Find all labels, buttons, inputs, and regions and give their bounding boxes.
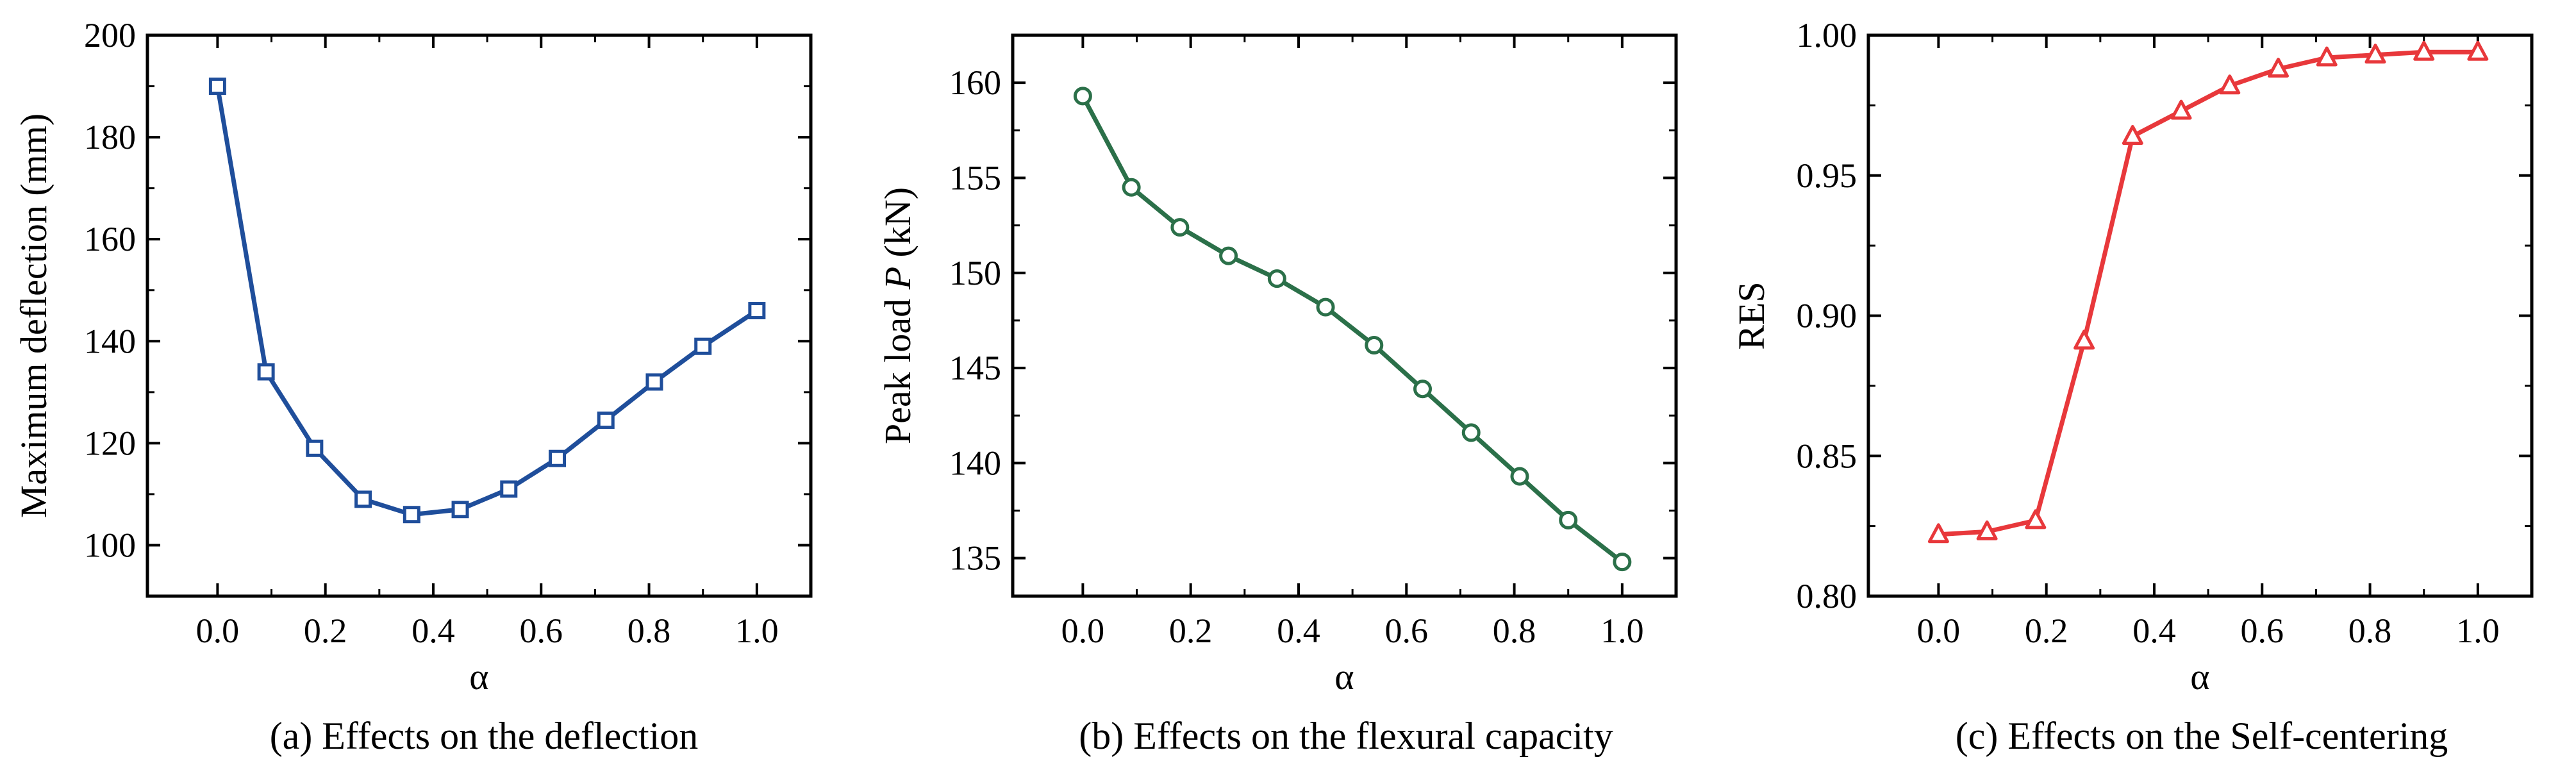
y-tick-label: 135: [949, 539, 1001, 578]
data-point: [403, 506, 420, 524]
data-point: [748, 302, 766, 320]
plot-frame: [145, 33, 813, 598]
panel-caption: (b) Effects on the flexural capacity: [1079, 715, 1613, 757]
x-tick-label: 0.6: [1385, 612, 1429, 650]
data-point: [1170, 218, 1190, 237]
data-point: [1976, 520, 1998, 540]
y-tick-label: 150: [949, 254, 1001, 292]
y-tick-label: 120: [84, 424, 136, 462]
data-point: [1219, 246, 1238, 265]
x-tick-label: 0.4: [1277, 612, 1320, 650]
x-tick-label: 0.2: [2025, 612, 2068, 650]
y-tick-label: 200: [84, 16, 136, 54]
series-line: [1081, 95, 1624, 564]
data-point: [2073, 329, 2095, 350]
data-point: [1122, 178, 1141, 197]
series-line: [215, 85, 758, 517]
data-point: [2316, 46, 2338, 67]
data-point: [451, 501, 469, 519]
data-point: [2413, 40, 2435, 61]
y-tick-label: 155: [949, 158, 1001, 197]
data-point: [2268, 58, 2289, 78]
x-tick-label: 0.2: [1169, 612, 1213, 650]
data-point: [694, 337, 712, 355]
data-point: [1267, 269, 1286, 288]
data-point: [1927, 523, 1949, 544]
y-tick-label: 160: [949, 63, 1001, 102]
x-tick-label: 0.4: [411, 612, 455, 650]
y-tick-label: 1.00: [1797, 16, 1857, 54]
panel-caption: (c) Effects on the Self-centering: [1956, 715, 2448, 757]
y-tick-label: 140: [84, 322, 136, 360]
data-point: [2219, 74, 2241, 95]
x-tick-label: 0.6: [2241, 612, 2284, 650]
data-point: [1613, 553, 1632, 572]
data-point: [1365, 335, 1384, 354]
panel-b-flexural-capacity: 0.0 0.2 0.4 0.6 0.8 1.0 135 140 145 150 155 160 α Pea…: [877, 33, 1678, 757]
y-axis-title: Maximum deflection (mm): [13, 113, 54, 518]
y-tick-label: 140: [949, 444, 1001, 482]
data-point: [645, 373, 663, 391]
x-tick-label: 0.4: [2132, 612, 2176, 650]
data-point: [2467, 40, 2489, 61]
y-tick-label: 160: [84, 220, 136, 258]
data-point: [549, 449, 567, 467]
plot-frame: [1866, 33, 2534, 598]
data-point: [2170, 99, 2192, 120]
panel-caption: (a) Effects on the deflection: [270, 715, 699, 757]
data-point: [1413, 379, 1433, 399]
data-point: [257, 363, 275, 381]
y-axis-title: RES: [1731, 281, 1772, 349]
panel-a-deflection: 0.0 0.2 0.4 0.6 0.8 1.0 100 120 140 160 180 200 α Max…: [13, 16, 813, 757]
y-axis-title: Peak load P (kN): [877, 187, 918, 444]
x-axis-title: α: [2190, 656, 2209, 697]
y-tick-label: 0.95: [1797, 156, 1857, 195]
data-point: [2122, 125, 2143, 145]
y-tick-label: 0.80: [1797, 577, 1857, 615]
plot-frame: [1011, 33, 1678, 598]
x-tick-label: 0.2: [304, 612, 347, 650]
series-line: [1938, 49, 2478, 537]
data-point: [1461, 423, 1481, 442]
data-point: [2364, 44, 2386, 64]
x-tick-label: 1.0: [1600, 612, 1644, 650]
x-tick-label: 0.8: [627, 612, 671, 650]
panel-c-self-centering: 0.0 0.2 0.4 0.6 0.8 1.0 0.80 0.85 0.90 0.95 1.00 α R…: [1731, 16, 2534, 757]
data-point: [1510, 467, 1529, 486]
x-tick-label: 0.8: [2348, 612, 2392, 650]
x-tick-label: 0.0: [1917, 612, 1961, 650]
x-tick-label: 0.8: [1493, 612, 1536, 650]
y-tick-label: 0.85: [1797, 437, 1857, 475]
data-point: [2025, 509, 2047, 529]
x-tick-label: 0.0: [196, 612, 240, 650]
data-point: [208, 78, 226, 96]
data-point: [306, 439, 324, 457]
y-tick-label: 180: [84, 118, 136, 156]
data-point: [1073, 87, 1092, 106]
x-tick-label: 0.6: [520, 612, 563, 650]
y-tick-label: 100: [84, 526, 136, 564]
x-axis-title: α: [469, 656, 488, 697]
data-point: [597, 412, 615, 429]
y-tick-label: 145: [949, 349, 1001, 387]
x-tick-label: 1.0: [2456, 612, 2500, 650]
data-point: [1559, 510, 1578, 529]
data-point: [1316, 297, 1335, 317]
x-axis-title: α: [1334, 656, 1354, 697]
x-tick-label: 0.0: [1061, 612, 1105, 650]
data-point: [354, 490, 372, 508]
x-tick-label: 1.0: [735, 612, 779, 650]
y-tick-label: 0.90: [1797, 297, 1857, 335]
data-point: [500, 480, 518, 498]
